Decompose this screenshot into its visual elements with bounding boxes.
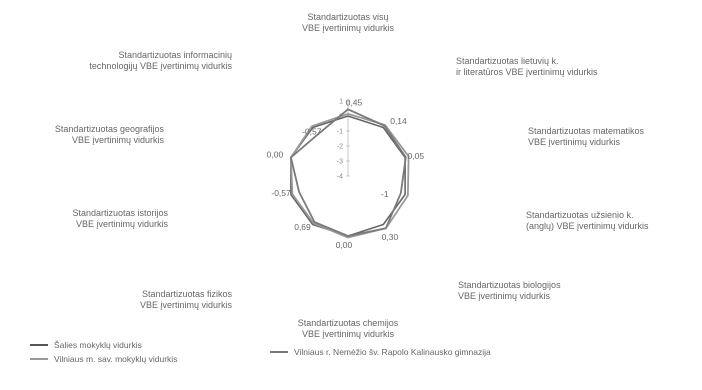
tick-label: -3 xyxy=(337,159,343,166)
legend-line-icon xyxy=(30,358,48,360)
legend-label: Šalies mokyklų vidurkis xyxy=(54,340,142,350)
axis-label-4: Standartizuotas biologijos VBE įvertinimų… xyxy=(458,280,561,301)
legend-line-icon xyxy=(270,351,288,353)
axis-label-8: Standartizuotas geografijos VBE įvertinim… xyxy=(55,124,165,145)
axis-label-7: Standartizuotas istorijos VBE įvertinimų … xyxy=(72,208,168,229)
tick-label: -4 xyxy=(337,174,343,181)
series-line-1 xyxy=(289,112,410,239)
axis-labels: Standartizuotas visų VBE įvertinimų vidur… xyxy=(55,12,649,339)
value-label: 0,14 xyxy=(390,116,407,126)
value-label: -0,57 xyxy=(302,126,322,136)
axis-label-3: Standartizuotas užsienio k. (anglų) VBE į… xyxy=(526,210,649,231)
tick-label: 1 xyxy=(339,99,343,106)
legend: Šalies mokyklų vidurkis Vilniaus m. sav.… xyxy=(30,340,690,390)
value-label: 0,45 xyxy=(346,97,363,107)
legend-label: Vilniaus m. sav. mokyklų vidurkis xyxy=(54,354,178,364)
radar-series: 0,45 0,14 0,05 -1 0,30 0,00 0,69 -0,57 0,00 -0,57 xyxy=(267,97,425,250)
tick-label: -2 xyxy=(337,144,343,151)
axis-label-1: Standartizuotas lietuvių k. ir literatūro… xyxy=(456,56,598,77)
tick-label: -1 xyxy=(337,129,343,136)
legend-item-country: Šalies mokyklų vidurkis xyxy=(30,340,142,350)
axis-label-9: Standartizuotas informacinių technologijų… xyxy=(89,50,232,71)
axis-label-5: Standartizuotas chemijos VBE įvertinimų v… xyxy=(298,318,399,339)
legend-item-school: Vilniaus r. Nemėžio šv. Rapolo Kalinausk… xyxy=(270,347,491,357)
value-label: 0,00 xyxy=(336,240,353,250)
axis-label-6: Standartizuotas fizikos VBE įvertinimų vi… xyxy=(140,289,233,310)
value-label: 0,00 xyxy=(267,149,284,159)
axis-label-0: Standartizuotas visų VBE įvertinimų vidur… xyxy=(302,12,395,33)
radar-grid: 10-1-2-3-4 xyxy=(337,99,350,181)
value-label: 0,30 xyxy=(382,232,399,242)
legend-item-district: Vilniaus m. sav. mokyklų vidurkis xyxy=(30,354,177,364)
legend-line-icon xyxy=(30,344,48,346)
value-label: 0,69 xyxy=(294,222,311,232)
series-line-2 xyxy=(289,108,407,237)
value-label: -1 xyxy=(381,189,389,199)
value-label: -0,57 xyxy=(271,188,291,198)
axis-label-2: Standartizuotas matematikos VBE įvertinim… xyxy=(528,126,645,147)
legend-label: Vilniaus r. Nemėžio šv. Rapolo Kalinausk… xyxy=(294,347,491,357)
value-label: 0,05 xyxy=(408,151,425,161)
